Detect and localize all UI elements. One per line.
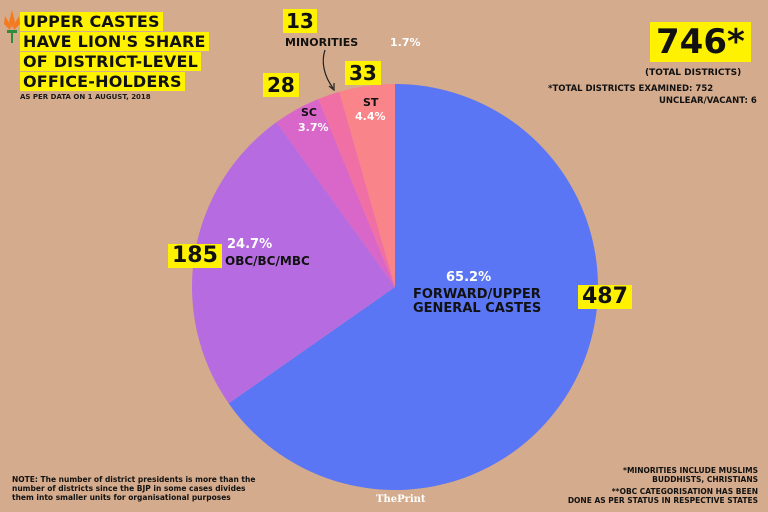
forward-count: 487 — [578, 285, 632, 309]
obc-count: 185 — [168, 244, 222, 268]
title-line-3: OF DISTRICT-LEVEL — [20, 52, 202, 71]
st-count: 33 — [345, 61, 381, 85]
title-line-2: HAVE LION'S SHARE — [20, 32, 209, 51]
title-line-4: OFFICE-HOLDERS — [20, 72, 185, 91]
pie-slice-st — [339, 84, 395, 287]
minorities-percent: 1.7% — [390, 36, 421, 49]
title-line-1: UPPER CASTES — [20, 12, 163, 31]
total-value: 746* — [650, 22, 751, 62]
sc-count: 28 — [263, 73, 299, 97]
subtitle: AS PER DATA ON 1 AUGUST, 2018 — [20, 93, 151, 101]
st-label: ST — [363, 96, 379, 109]
minorities-arrow — [322, 49, 335, 92]
minorities-label: MINORITIES — [285, 36, 359, 49]
footer-note-line-1: NOTE: The number of district presidents … — [12, 475, 256, 484]
party-logo — [2, 6, 22, 46]
pie-slice-obc-bc-mbc — [191, 122, 395, 404]
sc-percent: 3.7% — [298, 121, 329, 134]
brand-logo: ThePrint — [376, 494, 426, 505]
pie-slice-sc — [276, 99, 395, 287]
obc-footnote: **OBC CATEGORISATION HAS BEEN DONE AS PE… — [567, 487, 758, 505]
st-percent: 4.4% — [355, 110, 386, 123]
footer-note-line-3: them into smaller units for organisation… — [12, 493, 231, 502]
minorities-footnote: *MINORITIES INCLUDE MUSLIMS BUDDHISTS, C… — [623, 466, 758, 484]
minorities-count: 13 — [283, 9, 317, 33]
total-box: 746* — [650, 22, 751, 62]
chart-title: UPPER CASTES HAVE LION'S SHARE OF DISTRI… — [20, 12, 209, 92]
obc-label: OBC/BC/MBC — [225, 254, 310, 268]
pie-slice-forward-upper-general-castes — [228, 84, 598, 490]
total-label: (TOTAL DISTRICTS) — [645, 68, 742, 78]
footer-note-line-2: number of districts since the BJP in som… — [12, 484, 246, 493]
forward-label-2: GENERAL CASTES — [413, 301, 542, 316]
forward-percent: 65.2% — [446, 270, 492, 285]
forward-label-1: FORWARD/UPPER — [413, 287, 541, 302]
footer-note: NOTE: The number of district presidents … — [12, 475, 255, 502]
total-note-2: UNCLEAR/VACANT: 6 — [659, 96, 757, 106]
total-note-1: *TOTAL DISTRICTS EXAMINED: 752 — [548, 84, 714, 94]
obc-percent: 24.7% — [227, 237, 273, 252]
pie-slice-minorities — [318, 91, 395, 287]
sc-label: SC — [301, 106, 317, 119]
